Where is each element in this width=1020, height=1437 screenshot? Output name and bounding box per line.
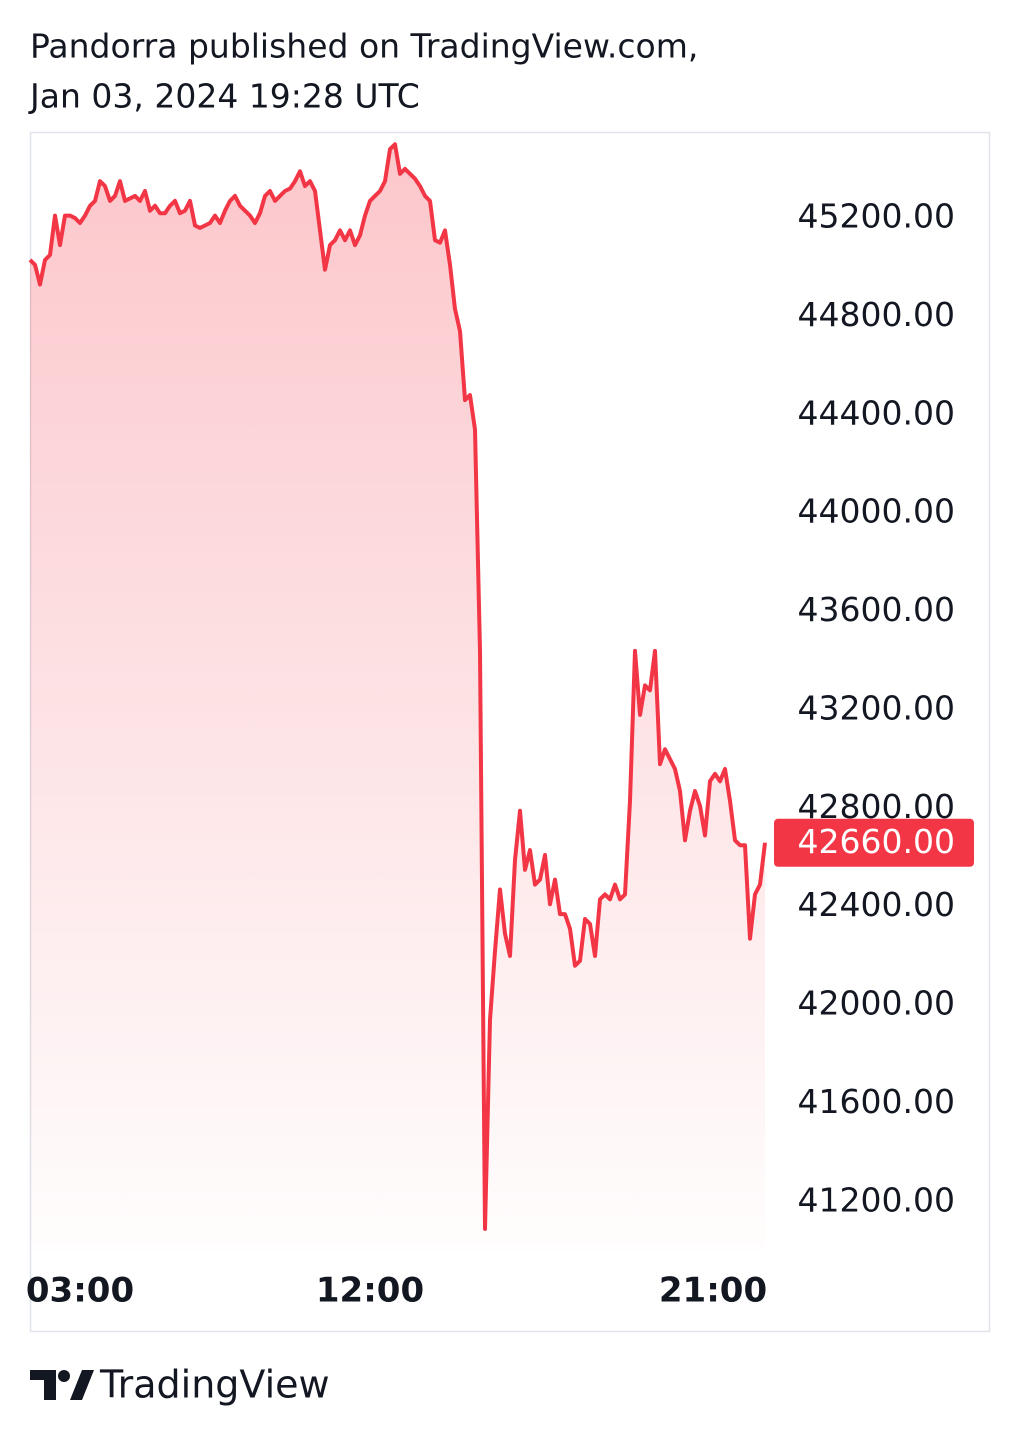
x-tick-label: 03:00 [26,1271,134,1311]
logo-mark [70,1370,94,1400]
logo-mark [30,1370,56,1400]
y-tick-label: 44000.00 [798,492,955,531]
last-price-badge [774,818,974,867]
y-tick-label: 42000.00 [798,984,955,1023]
y-tick-label: 43200.00 [798,688,955,727]
y-tick-label: 44400.00 [798,393,955,432]
x-tick-label: 21:00 [659,1271,767,1311]
header-line: Pandorra published on TradingView.com, [30,27,698,66]
brand: TradingView [99,1363,330,1407]
y-tick-label: 43600.00 [798,590,955,629]
header-line: Jan 03, 2024 19:28 UTC [28,77,420,116]
plot: 45200.00 44800.00 44400.00 44000.00 43600.00… [26,142,974,1311]
area-fill [30,144,765,1251]
y-tick-label: 44800.00 [798,295,955,334]
y-tick-label: 42400.00 [798,885,955,924]
logo [30,1370,94,1400]
last-price-label: 42660.00 [798,822,955,861]
x-tick-label: 12:00 [316,1271,424,1311]
y-tick-label: 41600.00 [798,1082,955,1121]
price-line [28,142,767,1231]
y-tick-label: 45200.00 [798,197,955,236]
y-tick-label: 41200.00 [798,1180,955,1219]
logo-mark [58,1370,70,1382]
